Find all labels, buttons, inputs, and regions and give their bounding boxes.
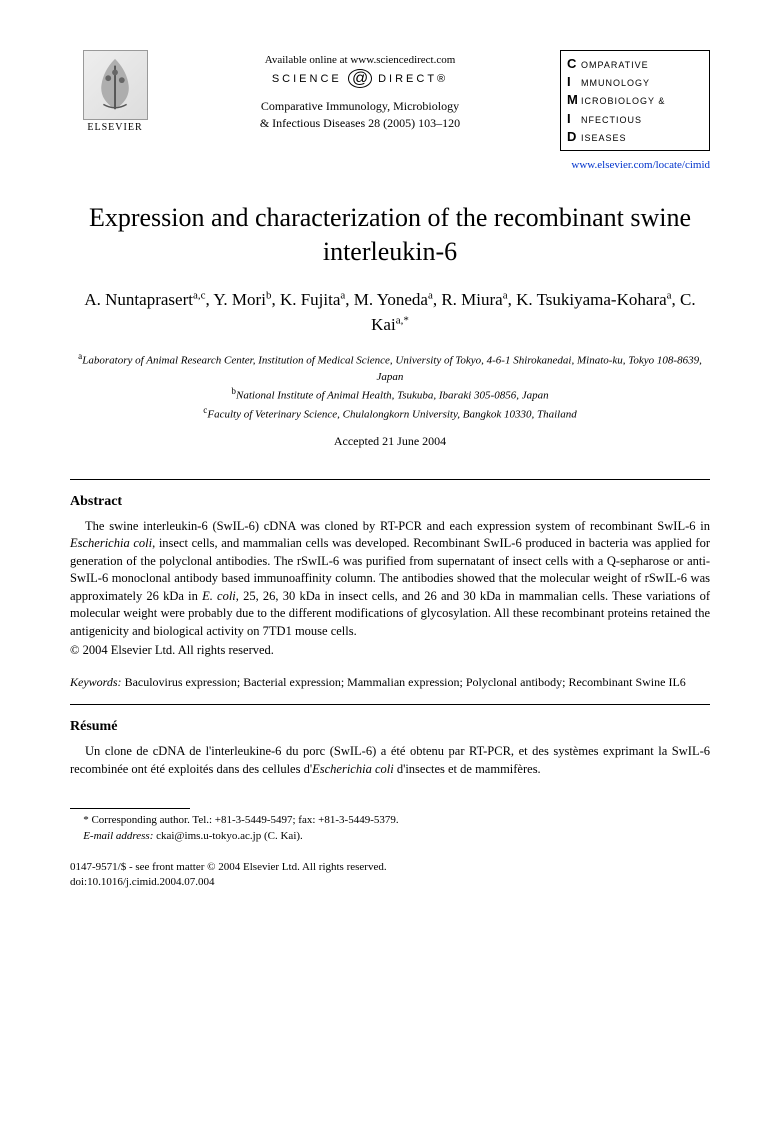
keywords-text: Baculovirus expression; Bacterial expres… [122,675,686,689]
journal-reference: Comparative Immunology, Microbiology & I… [210,98,510,132]
journal-box-wrap: COMPARATIVE IMMUNOLOGY MICROBIOLOGY & IN… [560,50,710,151]
corresponding-footnote: * Corresponding author. Tel.: +81-3-5449… [70,813,710,828]
rule-top [70,479,710,480]
rule-mid [70,704,710,705]
affiliations: aLaboratory of Animal Research Center, I… [70,350,710,424]
email-label: E-mail address: [83,830,153,842]
journal-url-link[interactable]: www.elsevier.com/locate/cimid [70,159,710,171]
abstract-body: The swine interleukin-6 (SwIL-6) cDNA wa… [70,518,710,660]
journal-title-box: COMPARATIVE IMMUNOLOGY MICROBIOLOGY & IN… [560,50,710,151]
abstract-heading: Abstract [70,494,710,510]
affiliation-a: Laboratory of Animal Research Center, In… [82,354,702,383]
sciencedirect-right: DIRECT® [378,73,448,85]
available-online-text: Available online at www.sciencedirect.co… [210,54,510,66]
authors-list: A. Nuntapraserta,c, Y. Morib, K. Fujitaa… [70,287,710,338]
accepted-date: Accepted 21 June 2004 [70,434,710,449]
sciencedirect-left: SCIENCE [272,73,342,85]
email-address: ckai@ims.u-tokyo.ac.jp (C. Kai). [153,830,302,842]
affiliation-b: National Institute of Animal Health, Tsu… [236,390,549,402]
resume-body: Un clone de cDNA de l'interleukine-6 du … [70,743,710,778]
journal-ref-line1: Comparative Immunology, Microbiology [261,99,459,113]
bottom-block: 0147-9571/$ - see front matter © 2004 El… [70,860,710,891]
affiliation-c: Faculty of Veterinary Science, Chulalong… [207,409,576,421]
header-row: ELSEVIER Available online at www.science… [70,50,710,151]
abstract-copyright: © 2004 Elsevier Ltd. All rights reserved… [70,642,710,660]
journal-ref-line2: & Infectious Diseases 28 (2005) 103–120 [260,116,460,130]
header-center: Available online at www.sciencedirect.co… [210,50,510,132]
keywords: Keywords: Baculovirus expression; Bacter… [70,674,710,691]
publisher-logo-block: ELSEVIER [70,50,160,133]
front-matter-line: 0147-9571/$ - see front matter © 2004 El… [70,860,710,875]
keywords-label: Keywords: [70,675,122,689]
doi-line: doi:10.1016/j.cimid.2004.07.004 [70,875,710,890]
publisher-name: ELSEVIER [70,122,160,133]
elsevier-tree-icon [83,50,148,120]
email-footnote: E-mail address: ckai@ims.u-tokyo.ac.jp (… [70,829,710,844]
sciencedirect-logo: SCIENCE @ DIRECT® [210,70,510,88]
resume-heading: Résumé [70,719,710,735]
article-title: Expression and characterization of the r… [70,201,710,269]
footnote-rule [70,808,190,809]
sciencedirect-at-icon: @ [348,69,372,88]
